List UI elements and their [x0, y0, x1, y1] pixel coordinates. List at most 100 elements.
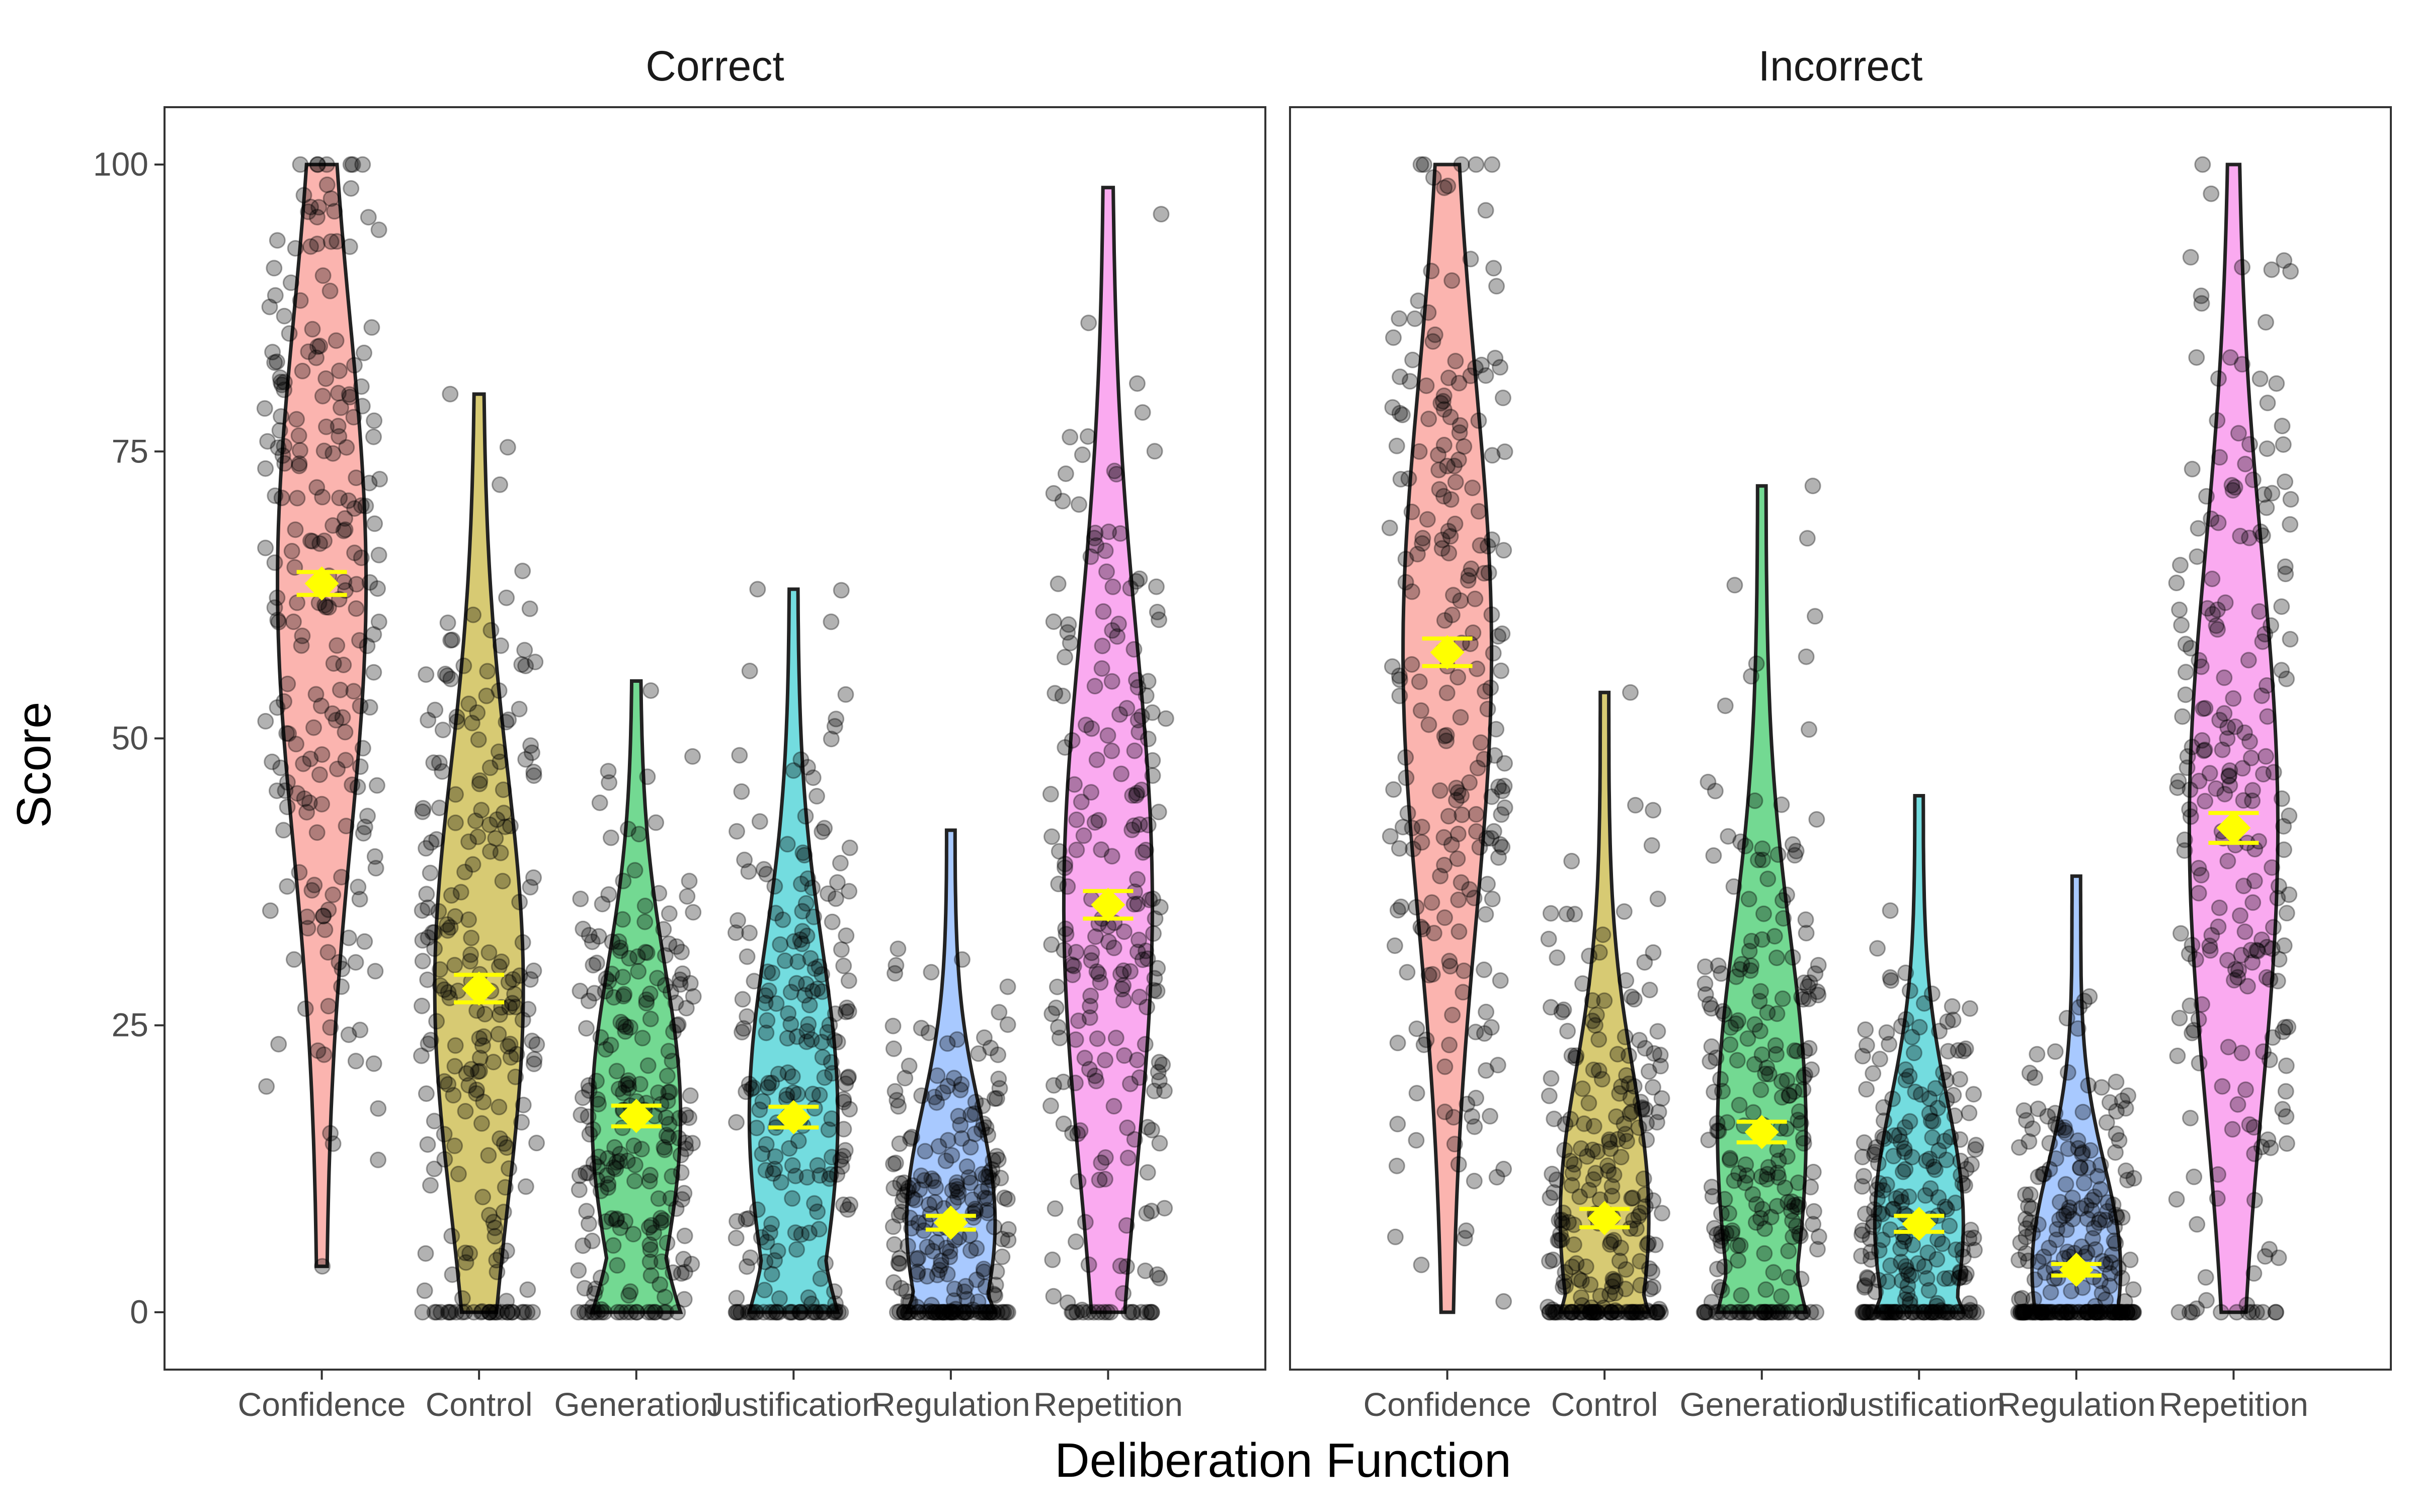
data-point	[1111, 706, 1128, 723]
data-point	[1093, 1154, 1110, 1171]
data-point	[1760, 1159, 1777, 1176]
data-point	[1109, 628, 1126, 645]
data-point	[344, 776, 361, 793]
data-point	[1078, 717, 1094, 734]
data-point	[1045, 1077, 1062, 1094]
data-point	[2119, 1304, 2136, 1321]
data-point	[913, 1019, 930, 1037]
data-point	[1485, 260, 1502, 277]
data-point	[1433, 540, 1451, 557]
data-point	[2024, 1120, 2041, 1137]
data-point	[970, 1293, 987, 1310]
data-point	[662, 1190, 679, 1207]
data-point	[370, 221, 387, 238]
data-point	[294, 627, 311, 645]
data-point	[2114, 1304, 2131, 1321]
data-point	[782, 984, 799, 1001]
data-point	[367, 860, 384, 877]
data-point	[269, 232, 286, 249]
data-point	[1555, 1279, 1572, 1296]
data-point	[1456, 438, 1473, 455]
data-point	[2041, 1239, 2058, 1256]
data-point	[1482, 679, 1499, 696]
data-point	[1563, 1304, 1580, 1321]
data-point	[1394, 407, 1411, 424]
data-point	[1135, 844, 1152, 861]
data-point	[594, 896, 611, 913]
data-point	[500, 974, 517, 991]
data-point	[2014, 1304, 2031, 1321]
data-point	[269, 611, 286, 628]
data-point	[359, 808, 376, 825]
data-point	[590, 928, 607, 945]
data-point	[1147, 910, 1164, 927]
data-point	[2096, 1304, 2112, 1321]
data-point	[316, 532, 333, 549]
data-point	[832, 854, 849, 871]
data-point	[266, 554, 283, 571]
data-point	[1632, 1277, 1649, 1294]
data-point	[2214, 1078, 2231, 1095]
data-point	[1044, 1251, 1061, 1268]
data-point	[1898, 1262, 1915, 1279]
data-point	[982, 1304, 999, 1321]
data-point	[1045, 1288, 1062, 1305]
data-point	[2253, 931, 2270, 948]
data-point	[269, 699, 286, 716]
x-tick-label: Justification	[1832, 1386, 2006, 1423]
data-point	[767, 905, 784, 922]
data-point	[1071, 496, 1087, 513]
data-point	[642, 1241, 659, 1258]
data-point	[2011, 1139, 2028, 1156]
data-point	[2237, 455, 2254, 472]
data-point	[1597, 1304, 1615, 1321]
data-point	[290, 427, 307, 444]
violin	[1715, 484, 1809, 1314]
data-point	[952, 1081, 969, 1098]
data-point	[1725, 878, 1742, 895]
data-point	[482, 843, 499, 860]
data-point	[1102, 1304, 1119, 1321]
data-point	[1775, 1304, 1792, 1321]
data-point	[2029, 1046, 2046, 1063]
data-point	[1495, 1293, 1512, 1310]
data-point	[1743, 932, 1760, 949]
data-point	[735, 1020, 752, 1037]
data-point	[504, 1304, 521, 1321]
data-point	[1083, 944, 1100, 962]
data-point	[2047, 1043, 2064, 1060]
data-point	[2235, 792, 2252, 809]
data-point	[939, 1078, 956, 1095]
data-point	[1064, 967, 1081, 983]
data-point	[638, 944, 656, 961]
data-point	[337, 510, 353, 527]
data-point	[2220, 1039, 2237, 1056]
data-point	[798, 927, 816, 944]
data-point	[2255, 1304, 2272, 1321]
data-point	[1144, 752, 1161, 769]
data-point	[1420, 304, 1437, 321]
data-point	[1767, 1037, 1784, 1054]
data-point	[795, 1304, 813, 1321]
data-point	[268, 782, 285, 800]
data-point	[1080, 1304, 1097, 1321]
data-point	[1945, 1087, 1962, 1103]
data-point	[830, 1304, 847, 1321]
data-point	[1115, 1285, 1132, 1302]
data-point	[661, 1116, 678, 1133]
data-point	[1440, 808, 1457, 825]
data-point	[1408, 1132, 1425, 1149]
data-point	[1139, 1119, 1156, 1136]
data-point	[972, 1304, 989, 1321]
data-point	[1145, 925, 1162, 942]
data-point	[2170, 1304, 2188, 1321]
data-point	[1896, 1119, 1913, 1136]
data-point	[1059, 878, 1076, 895]
data-point	[728, 1304, 745, 1321]
data-point	[740, 1210, 757, 1227]
data-point	[1769, 1164, 1786, 1181]
violin	[904, 828, 998, 1314]
data-point	[1558, 906, 1575, 922]
data-point	[2062, 1304, 2079, 1321]
data-point	[1129, 375, 1146, 392]
